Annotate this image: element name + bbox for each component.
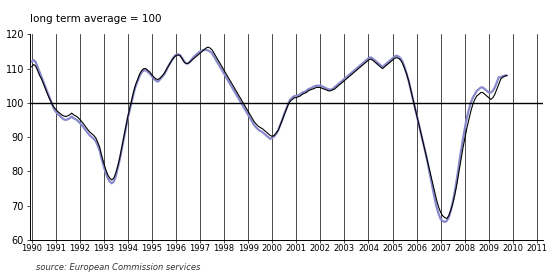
- Text: long term average = 100: long term average = 100: [29, 14, 161, 24]
- Text: source: European Commission services: source: European Commission services: [36, 263, 201, 272]
